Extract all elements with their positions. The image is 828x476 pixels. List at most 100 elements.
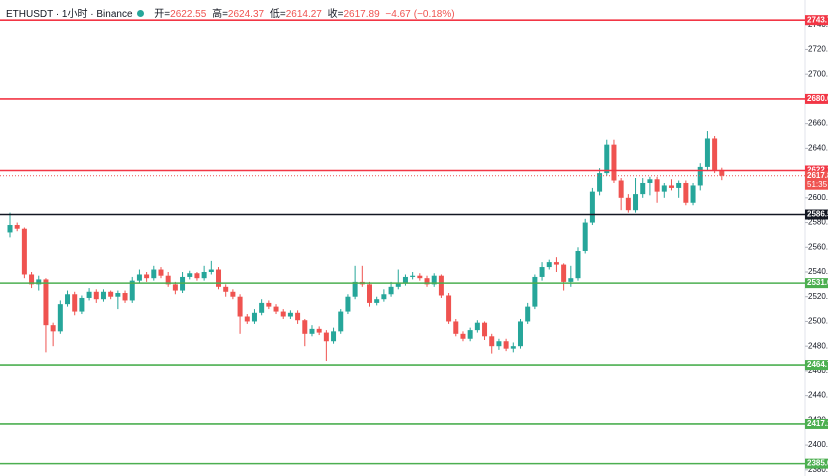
level-label: 2743.7 bbox=[807, 15, 828, 24]
ohlc-key: 高= bbox=[212, 9, 228, 20]
candle-body bbox=[510, 346, 516, 349]
countdown: 51:35 bbox=[807, 180, 828, 189]
candle-body bbox=[625, 197, 631, 211]
y-tick-label: 2520.0 bbox=[808, 292, 828, 301]
ohlc-value: 2614.27 bbox=[285, 9, 322, 20]
candle-body bbox=[93, 291, 99, 300]
candle-body bbox=[172, 284, 178, 291]
y-tick-label: 2460.0 bbox=[808, 366, 828, 375]
candle-body bbox=[690, 185, 696, 203]
candle-body bbox=[640, 182, 646, 195]
candle-body bbox=[108, 291, 114, 297]
last-price-label: 2617.89 bbox=[807, 171, 828, 180]
candle-body bbox=[553, 262, 559, 265]
candle-body bbox=[668, 185, 674, 188]
level-label: 2385.0 bbox=[807, 459, 828, 468]
level-label-box bbox=[805, 15, 828, 26]
candle-body bbox=[50, 325, 56, 332]
candle-body bbox=[122, 293, 128, 301]
candle-body bbox=[374, 299, 380, 303]
candle-body bbox=[136, 274, 142, 281]
ohlc-key: 收= bbox=[327, 9, 344, 20]
candle-body bbox=[302, 320, 308, 334]
candle-body bbox=[115, 293, 121, 297]
candle-body bbox=[7, 225, 13, 233]
y-tick-label: 2600.0 bbox=[808, 193, 828, 202]
candle-body bbox=[280, 311, 286, 317]
candle-body bbox=[158, 269, 164, 276]
candle-body bbox=[194, 273, 200, 279]
change-pct: (−0.18%) bbox=[413, 9, 455, 20]
candle-body bbox=[676, 182, 682, 188]
candle-body bbox=[208, 269, 214, 272]
candle-body bbox=[597, 173, 603, 192]
candle-body bbox=[589, 191, 595, 223]
candle-body bbox=[453, 321, 459, 334]
y-tick-label: 2440.0 bbox=[808, 391, 828, 400]
candle-body bbox=[697, 166, 703, 186]
last-price-box bbox=[805, 170, 828, 190]
candle-body bbox=[532, 276, 538, 307]
candle-body bbox=[719, 169, 725, 176]
candle-body bbox=[661, 185, 667, 192]
candle-body bbox=[431, 275, 437, 285]
level-label-box bbox=[805, 418, 828, 429]
candle-body bbox=[503, 341, 509, 349]
candle-body bbox=[79, 297, 85, 312]
candle-body bbox=[352, 281, 358, 297]
candle-body bbox=[402, 276, 408, 284]
candle-body bbox=[331, 331, 337, 342]
ohlc-value: 2624.37 bbox=[227, 9, 265, 20]
candle-body bbox=[72, 294, 78, 312]
candle-body bbox=[165, 275, 171, 285]
y-tick-label: 2540.0 bbox=[808, 267, 828, 276]
y-tick-label: 2560.0 bbox=[808, 242, 828, 251]
candle-body bbox=[201, 272, 207, 279]
candle-body bbox=[582, 222, 588, 251]
candle-body bbox=[237, 296, 243, 317]
candle-body bbox=[683, 182, 689, 203]
ohlc-key: 低= bbox=[269, 9, 286, 20]
symbol[interactable]: ETHUSDT · 1小时 · Binance bbox=[6, 9, 133, 20]
candle-body bbox=[309, 328, 315, 334]
y-tick-label: 2380.0 bbox=[808, 465, 828, 474]
level-label: 2417.1 bbox=[807, 419, 828, 428]
header: ETHUSDT · 1小时 · Binance 开=2622.55 高=2624… bbox=[6, 5, 458, 20]
y-tick-label: 2660.0 bbox=[808, 119, 828, 128]
candle-body bbox=[460, 333, 466, 339]
candle-body bbox=[43, 279, 49, 326]
candle-body bbox=[575, 250, 581, 279]
level-label-box bbox=[805, 165, 828, 176]
candle-body bbox=[273, 306, 279, 312]
candle-body bbox=[86, 291, 92, 298]
candle-body bbox=[704, 138, 710, 167]
candle-body bbox=[345, 296, 351, 312]
candle-body bbox=[21, 228, 27, 275]
candle-body bbox=[539, 267, 545, 277]
candle-body bbox=[604, 144, 610, 174]
candle-body bbox=[216, 269, 222, 287]
level-label-box bbox=[805, 278, 828, 289]
y-tick-label: 2400.0 bbox=[808, 440, 828, 449]
level-label-box bbox=[805, 458, 828, 469]
candle-body bbox=[568, 278, 574, 282]
candle-body bbox=[29, 274, 35, 285]
candle-body bbox=[14, 225, 20, 229]
candle-body bbox=[100, 291, 106, 300]
level-label: 2464.7 bbox=[807, 360, 828, 369]
candle-body bbox=[712, 138, 718, 170]
level-label-box bbox=[805, 360, 828, 371]
candle-body bbox=[295, 312, 301, 321]
candle-body bbox=[259, 302, 265, 313]
y-tick-label: 2720.0 bbox=[808, 45, 828, 54]
candle-body bbox=[482, 322, 488, 337]
y-tick-label: 2580.0 bbox=[808, 218, 828, 227]
candle-body bbox=[129, 280, 135, 301]
candle-body bbox=[316, 328, 322, 333]
level-label: 2531.0 bbox=[807, 278, 828, 287]
candle-body bbox=[367, 284, 372, 303]
candle-body bbox=[438, 275, 444, 296]
candle-body bbox=[611, 144, 617, 181]
y-tick-label: 2700.0 bbox=[808, 69, 828, 78]
